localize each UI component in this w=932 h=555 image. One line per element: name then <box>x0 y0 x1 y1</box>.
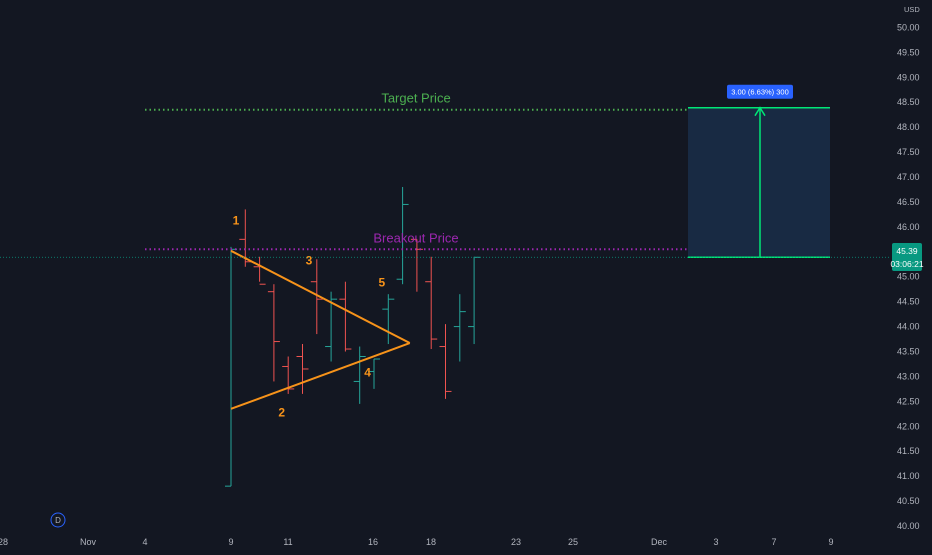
y-tick-label: 46.50 <box>897 197 920 207</box>
x-axis[interactable]: 28 Nov 4 9 11 16 18 23 25 Dec 3 7 9 <box>0 537 834 547</box>
y-tick-label: 42.50 <box>897 396 920 406</box>
x-tick-label: Nov <box>80 537 97 547</box>
pattern-point-label: 1 <box>233 213 240 227</box>
x-tick-label: Dec <box>651 537 668 547</box>
y-tick-label: 46.00 <box>897 222 920 232</box>
x-tick-label: 18 <box>426 537 436 547</box>
ohlc-bar <box>382 294 395 345</box>
ohlc-bar <box>439 324 452 399</box>
x-tick-label: 11 <box>283 537 292 547</box>
pattern-point-label: 5 <box>379 276 386 290</box>
ohlc-bars <box>225 186 481 487</box>
x-tick-label: 9 <box>828 537 833 547</box>
triangle-upper-trendline <box>230 249 411 344</box>
ohlc-bar <box>368 358 380 389</box>
ohlc-bar <box>296 344 309 394</box>
breakout-price-label: Breakout Price <box>373 230 458 245</box>
measure-label-background <box>727 84 793 99</box>
x-tick-label: 28 <box>0 537 8 547</box>
y-tick-label: 44.00 <box>897 322 920 332</box>
y-tick-label: 47.00 <box>897 172 920 182</box>
y-tick-label: 47.50 <box>897 147 920 157</box>
y-tick-label: 43.00 <box>897 371 920 381</box>
measure-arrow-head <box>754 106 766 117</box>
y-tick-label: 49.00 <box>897 72 920 82</box>
currency-label: USD <box>904 5 920 14</box>
x-tick-label: 9 <box>228 537 233 547</box>
bar-countdown: 03:06:21 <box>890 259 923 269</box>
y-tick-label: 40.50 <box>897 496 920 506</box>
pattern-point-labels: 1 2 3 4 5 <box>233 213 386 419</box>
ohlc-bar <box>425 256 438 350</box>
y-tick-label: 40.00 <box>897 521 920 531</box>
triangle-lower-trendline <box>230 342 411 410</box>
ohlc-bar <box>253 256 266 285</box>
y-tick-label: 42.00 <box>897 421 920 431</box>
ohlc-bar <box>453 294 466 362</box>
interval-badge-circle[interactable] <box>50 512 66 528</box>
measure-label: 3.00 (6.63%) 300 <box>727 84 793 99</box>
x-tick-label: 7 <box>771 537 776 547</box>
y-tick-label: 45.00 <box>897 272 920 282</box>
x-tick-label: 16 <box>368 537 378 547</box>
last-price-value: 45.39 <box>896 246 918 256</box>
ohlc-bar <box>396 186 409 285</box>
interval-badge[interactable]: D <box>50 512 66 528</box>
projection-box <box>688 107 830 258</box>
y-tick-label: 49.50 <box>897 47 920 57</box>
ohlc-bar <box>267 284 280 382</box>
y-tick-label: 43.50 <box>897 347 920 357</box>
x-tick-label: 23 <box>511 537 521 547</box>
y-tick-label: 41.50 <box>897 446 920 456</box>
ohlc-bar <box>353 346 366 404</box>
ohlc-bar <box>310 259 323 335</box>
y-tick-label: 48.50 <box>897 97 920 107</box>
ohlc-bar <box>339 281 352 352</box>
pattern-point-label: 2 <box>278 405 285 419</box>
interval-badge-text[interactable]: D <box>55 516 61 525</box>
last-price-tag: 45.39 03:06:21 <box>890 243 924 271</box>
pattern-point-label: 3 <box>306 253 313 267</box>
target-price-label: Target Price <box>381 91 450 106</box>
y-tick-label: 41.00 <box>897 471 920 481</box>
y-tick-label: 50.00 <box>897 22 920 32</box>
y-tick-label: 48.00 <box>897 122 920 132</box>
measure-label-text: 3.00 (6.63%) 300 <box>731 88 789 97</box>
x-tick-label: 4 <box>142 537 147 547</box>
pattern-point-label: 4 <box>364 365 371 379</box>
last-price-tag-background <box>892 243 922 271</box>
x-tick-label: 25 <box>568 537 578 547</box>
y-axis[interactable]: 50.00 49.50 49.00 48.50 48.00 47.50 47.00 46.50… <box>897 22 920 531</box>
y-tick-label: 44.50 <box>897 297 920 307</box>
x-tick-label: 3 <box>713 537 718 547</box>
